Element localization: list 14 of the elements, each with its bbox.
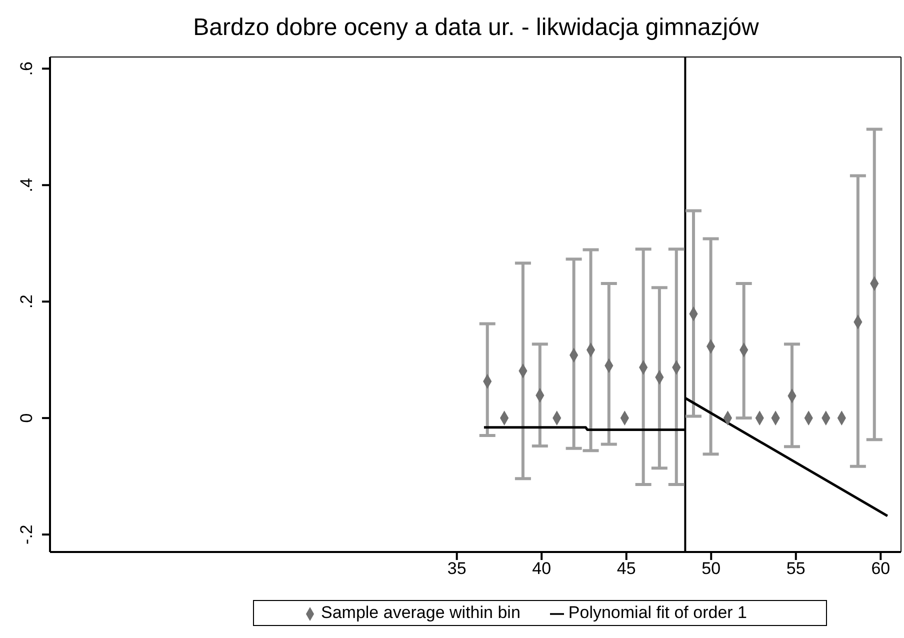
x-tick-label: 35 (447, 559, 466, 578)
x-tick-label: 45 (616, 559, 636, 578)
legend-label: Polynomial fit of order 1 (568, 603, 747, 622)
x-tick-label: 55 (786, 559, 806, 578)
x-tick-label: 50 (702, 559, 721, 578)
y-tick-label: -.2 (17, 524, 36, 544)
legend-label: Sample average within bin (321, 603, 520, 622)
x-tick-label: 60 (871, 559, 890, 578)
chart-title: Bardzo dobre oceny a data ur. - likwidacja gimnazjów (192, 13, 760, 43)
y-tick-label: .2 (17, 294, 36, 309)
y-tick-label: .6 (17, 62, 36, 76)
y-tick-label: 0 (17, 413, 36, 423)
x-tick-label: 40 (532, 559, 552, 578)
y-tick-label: .4 (17, 178, 36, 192)
